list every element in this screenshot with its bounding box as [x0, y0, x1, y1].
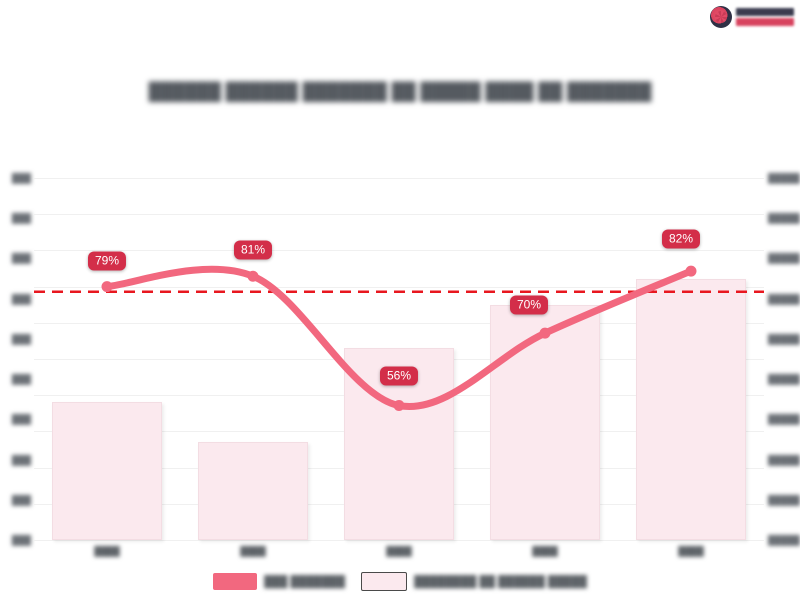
legend-swatch-bar: [361, 572, 408, 591]
left-axis-tick-label: ███: [11, 253, 31, 264]
right-axis-tick-label: █████: [768, 173, 800, 183]
bar-0[interactable]: [52, 402, 162, 540]
gridline: [34, 214, 764, 216]
x-axis-label-4: ████: [678, 546, 704, 556]
y-axis-left: ███ ███ ███ ███ ███ ███ ███ ███ ███ ███: [12, 173, 35, 545]
left-axis-tick-label: ███: [11, 333, 31, 344]
right-axis-tick-label: █████: [768, 414, 800, 425]
plot-area: [34, 178, 764, 541]
chart-title: ██████ ██████ ███████ ██ █████ ████ ██ █…: [148, 82, 652, 101]
bar-1[interactable]: [198, 442, 308, 540]
brand-logo: [710, 4, 794, 30]
y-axis-right: █████ █████ █████ █████ █████ █████ █████ █████…: [764, 173, 800, 545]
left-axis-tick-label: ███: [11, 213, 31, 224]
data-label-2: 56%: [379, 366, 419, 386]
right-axis-tick-label: █████: [768, 213, 800, 224]
x-axis-label-3: ████: [532, 546, 558, 556]
data-label-3: 70%: [509, 295, 549, 315]
x-axis-label-1: ████: [240, 546, 266, 556]
right-axis-tick-label: █████: [768, 494, 800, 505]
right-axis-tick-label: █████: [768, 293, 800, 304]
legend-swatch-line: [213, 573, 258, 590]
gridline: [34, 178, 764, 179]
right-axis-tick-label: █████: [768, 253, 800, 264]
bar-3[interactable]: [490, 304, 600, 540]
legend-item-line[interactable]: ███ ███████: [213, 573, 345, 590]
right-axis-tick-label: █████: [768, 535, 800, 545]
logo-wordmark: [736, 8, 794, 26]
left-axis-tick-label: ███: [11, 494, 31, 505]
logo-wordmark-line-2: [736, 18, 794, 26]
legend-label-bar: ████████ ██ ██████ █████: [414, 575, 587, 588]
bar-4[interactable]: [636, 279, 746, 540]
x-axis-label-0: ████: [94, 546, 120, 556]
left-axis-tick-label: ███: [11, 414, 31, 425]
chart-legend: ███ ███████ ████████ ██ ██████ █████: [0, 572, 800, 591]
legend-item-bar[interactable]: ████████ ██ ██████ █████: [361, 572, 587, 591]
gridline: [34, 250, 764, 252]
right-axis-tick-label: █████: [768, 454, 800, 465]
legend-label-line: ███ ███████: [264, 575, 346, 588]
data-label-0: 79%: [87, 251, 127, 271]
left-axis-tick-label: ███: [11, 535, 31, 545]
logo-mark-icon: [710, 6, 732, 28]
right-axis-tick-label: █████: [768, 333, 800, 344]
left-axis-tick-label: ███: [11, 173, 31, 183]
left-axis-tick-label: ███: [11, 374, 31, 385]
x-axis-label-2: ████: [386, 546, 412, 556]
left-axis-tick-label: ███: [11, 454, 31, 465]
gridline: [34, 540, 764, 541]
data-label-1: 81%: [233, 240, 273, 260]
logo-wordmark-line-1: [736, 8, 794, 16]
left-axis-tick-label: ███: [11, 293, 31, 304]
data-label-4: 82%: [661, 229, 701, 249]
right-axis-tick-label: █████: [768, 374, 800, 385]
